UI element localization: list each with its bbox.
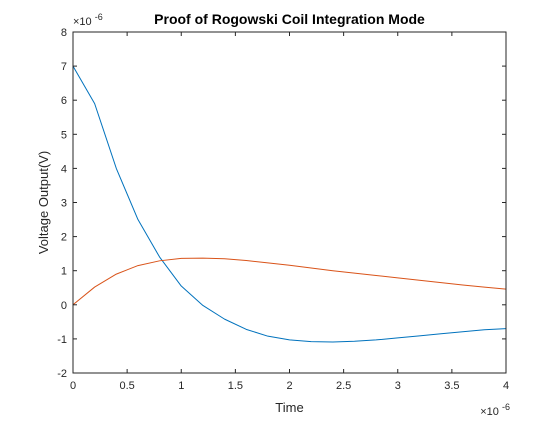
y-tick-label: 5 — [61, 129, 67, 141]
x-tick-label: 0.5 — [119, 380, 134, 392]
x-tick-label: 3.5 — [444, 380, 459, 392]
y-tick-label: 4 — [61, 163, 67, 175]
y-tick-label: -1 — [57, 334, 67, 346]
y-tick-label: 1 — [61, 266, 67, 278]
y-exponent-base: ×10 — [73, 16, 92, 28]
x-exponent-power: -6 — [502, 402, 510, 412]
series-line-1 — [72, 65, 507, 343]
x-tick-label: 3 — [395, 380, 401, 392]
x-tick-label: 1 — [178, 380, 184, 392]
y-axis-exponent: ×10 -6 — [73, 12, 103, 28]
y-tick-label: -2 — [57, 368, 67, 380]
axes-box — [72, 31, 507, 374]
ticks-layer: 0 0.5 1 1.5 2 2.5 3 3.5 4 -2 -1 0 1 2 3 4 5 6 7 8 — [57, 27, 509, 392]
plot-area — [73, 32, 506, 373]
y-tick-label: 7 — [61, 61, 67, 73]
y-tick-label: 3 — [61, 198, 67, 210]
y-exponent-power: -6 — [95, 12, 103, 22]
x-axis-exponent: ×10 -6 — [480, 402, 510, 418]
series-line-2 — [72, 257, 507, 306]
y-tick-label: 6 — [61, 95, 67, 107]
x-tick-label: 2 — [286, 380, 292, 392]
y-tick-label: 8 — [61, 27, 67, 39]
y-axis-label: Voltage Output(V) — [36, 151, 51, 254]
series-layer — [72, 65, 507, 343]
chart-title: Proof of Rogowski Coil Integration Mode — [154, 11, 425, 27]
x-tick-label: 0 — [70, 380, 76, 392]
x-exponent-base: ×10 — [480, 406, 499, 418]
x-tick-label: 1.5 — [228, 380, 243, 392]
x-axis-label: Time — [275, 400, 303, 415]
x-tick-label: 4 — [503, 380, 509, 392]
y-tick-label: 2 — [61, 232, 67, 244]
x-tick-label: 2.5 — [336, 380, 351, 392]
y-tick-label: 0 — [61, 300, 67, 312]
